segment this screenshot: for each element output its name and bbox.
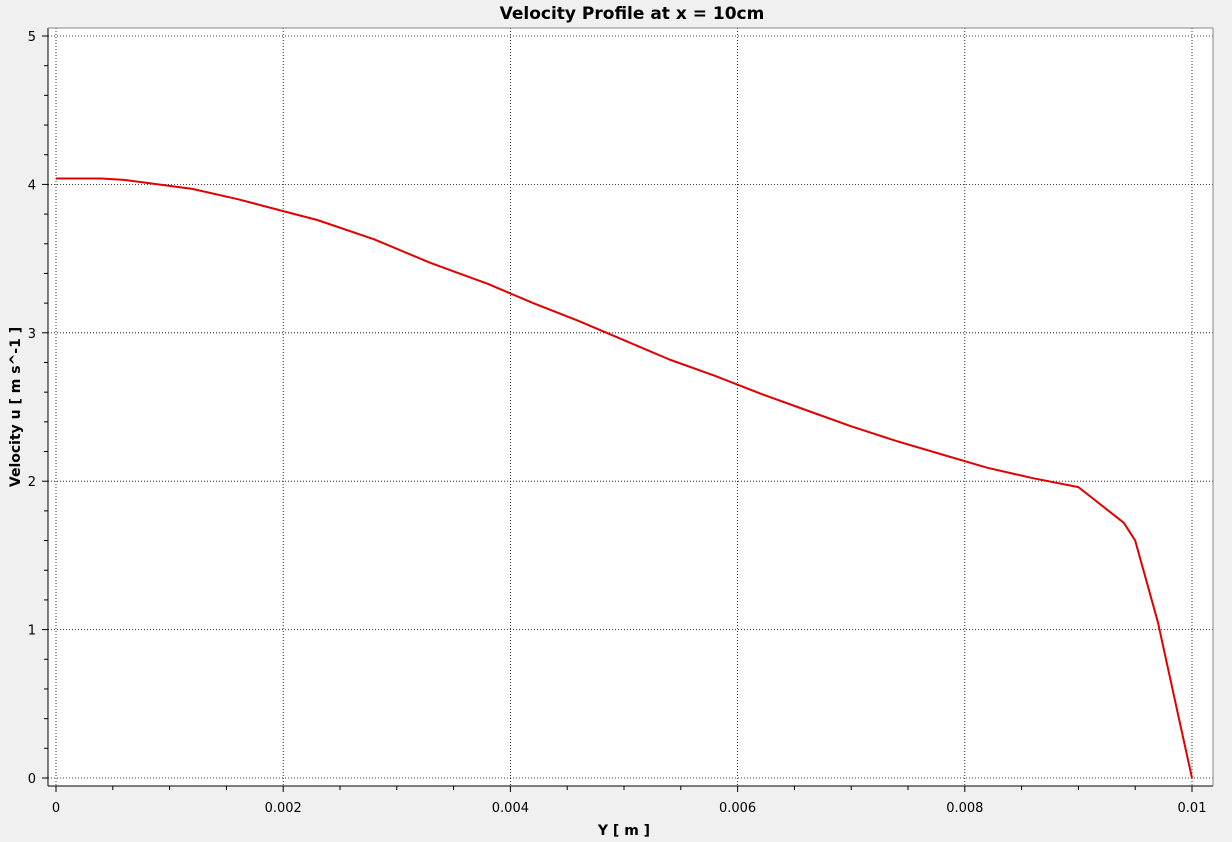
y-tick-label: 1 xyxy=(28,624,36,639)
chart-title: Velocity Profile at x = 10cm xyxy=(500,4,765,24)
x-tick-label: 0.002 xyxy=(265,801,302,816)
x-axis-label: Y [ m ] xyxy=(597,823,650,839)
x-tick-label: 0.008 xyxy=(946,801,983,816)
y-tick-label: 4 xyxy=(28,178,36,193)
y-tick-label: 5 xyxy=(28,30,36,45)
x-tick-label: 0.01 xyxy=(1178,801,1207,816)
y-tick-label: 2 xyxy=(28,475,36,490)
y-tick-label: 0 xyxy=(28,772,36,787)
grid xyxy=(48,28,1213,786)
x-tick-label: 0.004 xyxy=(492,801,529,816)
x-tick-label: 0.006 xyxy=(719,801,756,816)
velocity-series-line xyxy=(56,177,1193,779)
series xyxy=(56,177,1193,779)
y-axis-label: Velocity u [ m s^-1 ] xyxy=(8,327,24,487)
x-tick-label: 0 xyxy=(52,801,60,816)
plot-area xyxy=(48,28,1213,786)
ticks: 0 0.002 0.004 0.006 0.008 0.01 0 1 2 3 4 5 xyxy=(28,30,1207,816)
y-tick-label: 3 xyxy=(28,327,36,342)
